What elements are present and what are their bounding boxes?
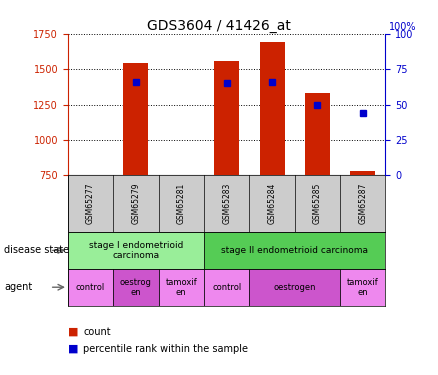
Text: agent: agent xyxy=(4,282,32,292)
Bar xyxy=(249,269,340,306)
Bar xyxy=(124,63,148,176)
Text: control: control xyxy=(76,283,105,292)
Text: GSM65287: GSM65287 xyxy=(358,183,367,224)
Text: oestrog
en: oestrog en xyxy=(120,278,152,297)
Text: oestrogen: oestrogen xyxy=(273,283,316,292)
Text: GSM65285: GSM65285 xyxy=(313,183,322,224)
Bar xyxy=(260,42,285,176)
Text: tamoxif
en: tamoxif en xyxy=(347,278,378,297)
Text: GSM65283: GSM65283 xyxy=(222,183,231,224)
Bar xyxy=(305,93,330,176)
Text: count: count xyxy=(83,327,111,337)
Bar xyxy=(350,171,375,176)
Bar xyxy=(68,232,204,269)
Bar xyxy=(68,269,113,306)
Text: stage II endometrioid carcinoma: stage II endometrioid carcinoma xyxy=(221,246,368,255)
Bar xyxy=(159,269,204,306)
Text: disease state: disease state xyxy=(4,245,70,255)
Text: GSM65279: GSM65279 xyxy=(131,183,141,224)
Text: ■: ■ xyxy=(68,344,78,354)
Text: GSM65281: GSM65281 xyxy=(177,183,186,224)
Text: ■: ■ xyxy=(68,327,78,337)
Text: stage I endometrioid
carcinoma: stage I endometrioid carcinoma xyxy=(89,241,183,260)
Text: GSM65284: GSM65284 xyxy=(268,183,276,224)
Text: 100%: 100% xyxy=(389,22,416,32)
Bar xyxy=(113,269,159,306)
Text: tamoxif
en: tamoxif en xyxy=(166,278,197,297)
Bar xyxy=(204,232,385,269)
Text: percentile rank within the sample: percentile rank within the sample xyxy=(83,344,248,354)
Bar xyxy=(204,269,249,306)
Text: control: control xyxy=(212,283,241,292)
Bar xyxy=(214,61,239,176)
Text: GSM65277: GSM65277 xyxy=(86,183,95,224)
Text: GDS3604 / 41426_at: GDS3604 / 41426_at xyxy=(147,19,291,33)
Bar xyxy=(340,269,385,306)
